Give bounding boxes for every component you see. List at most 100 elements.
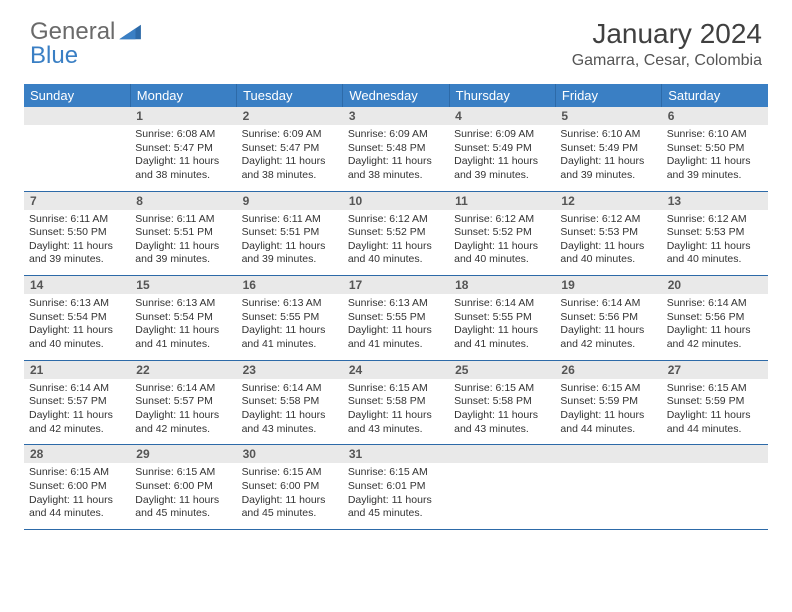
day-body: Sunrise: 6:12 AMSunset: 5:52 PMDaylight:… (449, 210, 555, 276)
day-number: 7 (24, 192, 130, 210)
sunrise-text: Sunrise: 6:09 AM (454, 128, 550, 142)
day-body: Sunrise: 6:14 AMSunset: 5:57 PMDaylight:… (24, 379, 130, 445)
daylight-text: Daylight: 11 hours and 41 minutes. (454, 324, 550, 351)
calendar-day-cell: 21Sunrise: 6:14 AMSunset: 5:57 PMDayligh… (24, 360, 130, 445)
daylight-text: Daylight: 11 hours and 38 minutes. (348, 155, 444, 182)
sunset-text: Sunset: 6:00 PM (29, 480, 125, 494)
day-number: 30 (237, 445, 343, 463)
sunset-text: Sunset: 5:57 PM (29, 395, 125, 409)
day-body: Sunrise: 6:15 AMSunset: 5:59 PMDaylight:… (662, 379, 768, 445)
daylight-text: Daylight: 11 hours and 44 minutes. (560, 409, 656, 436)
day-number: 16 (237, 276, 343, 294)
day-body: Sunrise: 6:14 AMSunset: 5:56 PMDaylight:… (662, 294, 768, 360)
calendar-table: Sunday Monday Tuesday Wednesday Thursday… (24, 84, 768, 530)
title-block: January 2024 Gamarra, Cesar, Colombia (572, 18, 762, 70)
sunset-text: Sunset: 5:49 PM (560, 142, 656, 156)
daylight-text: Daylight: 11 hours and 43 minutes. (242, 409, 338, 436)
calendar-day-cell: 9Sunrise: 6:11 AMSunset: 5:51 PMDaylight… (237, 191, 343, 276)
calendar-day-cell: 23Sunrise: 6:14 AMSunset: 5:58 PMDayligh… (237, 360, 343, 445)
day-header: Friday (555, 84, 661, 107)
day-number: 23 (237, 361, 343, 379)
day-header: Monday (130, 84, 236, 107)
sunset-text: Sunset: 5:47 PM (242, 142, 338, 156)
sunset-text: Sunset: 5:55 PM (242, 311, 338, 325)
day-body: Sunrise: 6:10 AMSunset: 5:49 PMDaylight:… (555, 125, 661, 191)
logo: GeneralBlue (30, 18, 160, 70)
day-number: 4 (449, 107, 555, 125)
day-body: Sunrise: 6:15 AMSunset: 6:00 PMDaylight:… (130, 463, 236, 529)
day-number: 18 (449, 276, 555, 294)
sunrise-text: Sunrise: 6:15 AM (348, 466, 444, 480)
day-number: 27 (662, 361, 768, 379)
sunset-text: Sunset: 5:47 PM (135, 142, 231, 156)
calendar-week-row: 14Sunrise: 6:13 AMSunset: 5:54 PMDayligh… (24, 276, 768, 361)
daylight-text: Daylight: 11 hours and 43 minutes. (454, 409, 550, 436)
day-number: 12 (555, 192, 661, 210)
day-header: Sunday (24, 84, 130, 107)
sunrise-text: Sunrise: 6:14 AM (135, 382, 231, 396)
calendar-day-cell: 16 Sunrise: 6:13 AMSunset: 5:55 PMDayligh… (237, 276, 343, 361)
sunrise-text: Sunrise: 6:12 AM (454, 213, 550, 227)
sunrise-text: Sunrise: 6:09 AM (242, 128, 338, 142)
day-body: Sunrise: 6:12 AMSunset: 5:53 PMDaylight:… (555, 210, 661, 276)
calendar-day-cell: 18Sunrise: 6:14 AMSunset: 5:55 PMDayligh… (449, 276, 555, 361)
day-body (24, 125, 130, 185)
day-number: 5 (555, 107, 661, 125)
day-header: Saturday (662, 84, 768, 107)
daylight-text: Daylight: 11 hours and 39 minutes. (560, 155, 656, 182)
sunset-text: Sunset: 5:51 PM (135, 226, 231, 240)
sunset-text: Sunset: 5:53 PM (560, 226, 656, 240)
daylight-text: Daylight: 11 hours and 39 minutes. (667, 155, 763, 182)
sunset-text: Sunset: 5:53 PM (667, 226, 763, 240)
calendar-day-cell: 20Sunrise: 6:14 AMSunset: 5:56 PMDayligh… (662, 276, 768, 361)
daylight-text: Daylight: 11 hours and 45 minutes. (135, 494, 231, 521)
day-body: Sunrise: 6:15 AMSunset: 5:58 PMDaylight:… (343, 379, 449, 445)
sunrise-text: Sunrise: 6:13 AM (242, 297, 338, 311)
day-body: Sunrise: 6:13 AMSunset: 5:54 PMDaylight:… (24, 294, 130, 360)
sunrise-text: Sunrise: 6:15 AM (348, 382, 444, 396)
daylight-text: Daylight: 11 hours and 39 minutes. (135, 240, 231, 267)
day-body: Sunrise: 6:12 AMSunset: 5:52 PMDaylight:… (343, 210, 449, 276)
day-number (555, 445, 661, 463)
calendar-day-cell: 2Sunrise: 6:09 AMSunset: 5:47 PMDaylight… (237, 107, 343, 191)
header: GeneralBlue January 2024 Gamarra, Cesar,… (0, 0, 792, 78)
page-title: January 2024 (572, 18, 762, 50)
sunset-text: Sunset: 6:00 PM (242, 480, 338, 494)
day-body: Sunrise: 6:14 AMSunset: 5:55 PMDaylight:… (449, 294, 555, 360)
day-number: 21 (24, 361, 130, 379)
day-number: 3 (343, 107, 449, 125)
daylight-text: Daylight: 11 hours and 42 minutes. (135, 409, 231, 436)
daylight-text: Daylight: 11 hours and 45 minutes. (348, 494, 444, 521)
day-number: 28 (24, 445, 130, 463)
day-number: 20 (662, 276, 768, 294)
sunset-text: Sunset: 5:58 PM (242, 395, 338, 409)
daylight-text: Daylight: 11 hours and 42 minutes. (29, 409, 125, 436)
daylight-text: Daylight: 11 hours and 40 minutes. (29, 324, 125, 351)
day-body: Sunrise: 6:10 AMSunset: 5:50 PMDaylight:… (662, 125, 768, 191)
day-body: Sunrise: 6:14 AMSunset: 5:57 PMDaylight:… (130, 379, 236, 445)
sunrise-text: Sunrise: 6:14 AM (454, 297, 550, 311)
day-number: 17 (343, 276, 449, 294)
sunrise-text: Sunrise: 6:15 AM (242, 466, 338, 480)
day-body: Sunrise: 6:08 AMSunset: 5:47 PMDaylight:… (130, 125, 236, 191)
day-number: 1 (130, 107, 236, 125)
sunset-text: Sunset: 5:58 PM (454, 395, 550, 409)
daylight-text: Daylight: 11 hours and 41 minutes. (135, 324, 231, 351)
calendar-day-cell: 7Sunrise: 6:11 AMSunset: 5:50 PMDaylight… (24, 191, 130, 276)
sunrise-text: Sunrise: 6:12 AM (667, 213, 763, 227)
calendar-day-cell: 31Sunrise: 6:15 AMSunset: 6:01 PMDayligh… (343, 445, 449, 530)
day-number: 19 (555, 276, 661, 294)
sunrise-text: Sunrise: 6:15 AM (667, 382, 763, 396)
sunrise-text: Sunrise: 6:11 AM (29, 213, 125, 227)
day-body: Sunrise: 6:15 AMSunset: 6:00 PMDaylight:… (237, 463, 343, 529)
sunset-text: Sunset: 5:56 PM (667, 311, 763, 325)
calendar-day-cell: 1Sunrise: 6:08 AMSunset: 5:47 PMDaylight… (130, 107, 236, 191)
day-number: 13 (662, 192, 768, 210)
sunset-text: Sunset: 5:59 PM (667, 395, 763, 409)
daylight-text: Daylight: 11 hours and 41 minutes. (242, 324, 338, 351)
daylight-text: Daylight: 11 hours and 40 minutes. (560, 240, 656, 267)
sunset-text: Sunset: 5:52 PM (454, 226, 550, 240)
sunset-text: Sunset: 5:55 PM (348, 311, 444, 325)
sunrise-text: Sunrise: 6:11 AM (242, 213, 338, 227)
sunrise-text: Sunrise: 6:15 AM (29, 466, 125, 480)
